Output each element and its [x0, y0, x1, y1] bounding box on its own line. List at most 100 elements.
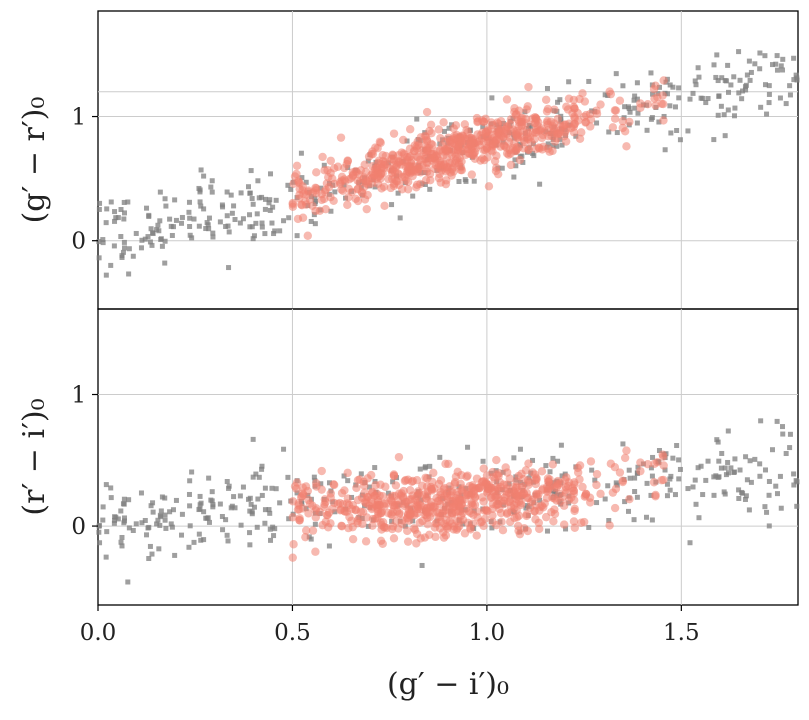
data-point-selected	[450, 159, 460, 168]
data-point-all	[725, 428, 731, 434]
data-point-selected	[569, 486, 578, 496]
data-point-selected	[618, 116, 627, 126]
data-point-all	[273, 486, 279, 492]
data-point-all	[620, 441, 626, 447]
data-point-all	[626, 467, 632, 473]
data-point-all	[197, 506, 203, 512]
top-y-axis-label: (g′ − r′)₀	[17, 97, 52, 224]
data-point-selected	[311, 506, 320, 515]
data-point-all	[220, 204, 226, 210]
data-point-selected	[523, 128, 533, 138]
data-point-all	[437, 454, 443, 460]
data-point-all	[308, 536, 314, 542]
top-grid	[98, 11, 798, 309]
data-point-all	[783, 101, 789, 107]
data-point-all	[228, 192, 234, 198]
data-point-selected	[625, 495, 634, 504]
data-point-all	[150, 231, 156, 237]
data-point-selected	[320, 500, 329, 509]
data-point-all	[620, 83, 626, 89]
data-point-selected	[502, 95, 512, 104]
data-point-all	[203, 226, 209, 232]
data-point-all	[677, 466, 683, 472]
data-point-selected	[340, 507, 350, 516]
data-point-selected	[564, 94, 574, 103]
data-point-all	[250, 436, 256, 442]
data-point-all	[96, 239, 102, 245]
data-point-all	[614, 130, 620, 136]
data-point-all	[96, 529, 102, 535]
data-point-selected	[434, 125, 444, 134]
data-point-selected	[308, 526, 318, 535]
data-point-selected	[428, 477, 437, 487]
data-point-all	[726, 89, 732, 95]
data-point-selected	[388, 507, 397, 517]
data-point-selected	[328, 504, 337, 513]
data-point-selected	[311, 206, 320, 216]
data-point-all	[298, 150, 304, 156]
data-point-all	[513, 163, 519, 169]
data-point-all	[154, 521, 160, 527]
data-point-all	[196, 531, 202, 537]
data-point-all	[155, 517, 161, 523]
data-point-all	[764, 509, 770, 515]
data-point-selected	[451, 121, 461, 130]
data-point-all	[210, 230, 216, 236]
data-point-all	[586, 524, 592, 530]
data-point-selected	[457, 470, 466, 480]
data-point-selected	[615, 468, 625, 477]
data-point-all	[142, 517, 148, 523]
data-point-all	[163, 525, 169, 531]
data-point-selected	[547, 508, 556, 517]
data-point-all	[232, 217, 238, 223]
data-point-all	[219, 513, 225, 519]
data-point-selected	[431, 160, 440, 169]
data-point-all	[119, 534, 125, 540]
data-point-selected	[506, 115, 516, 124]
data-point-all	[103, 272, 109, 278]
data-point-all	[308, 218, 314, 224]
data-point-all	[163, 203, 169, 209]
data-point-selected	[328, 174, 337, 183]
top-y-ticks: 01	[71, 105, 98, 255]
data-point-selected	[429, 468, 438, 478]
data-point-all	[206, 519, 212, 525]
data-point-selected	[610, 114, 620, 123]
data-point-all	[716, 458, 722, 464]
data-point-all	[742, 496, 748, 502]
data-point-all	[667, 103, 673, 109]
data-point-selected	[389, 129, 399, 138]
data-point-all	[743, 87, 749, 93]
data-point-all	[748, 69, 754, 75]
y-tick-label: 1	[71, 105, 86, 131]
data-point-selected	[467, 170, 477, 179]
data-point-all	[676, 95, 682, 101]
data-point-all	[456, 178, 462, 184]
data-point-all	[716, 474, 722, 480]
data-point-all	[312, 198, 318, 204]
data-point-all	[121, 515, 127, 521]
data-point-all	[589, 467, 595, 473]
data-point-all	[648, 465, 654, 471]
data-point-all	[793, 72, 799, 78]
data-point-all	[108, 485, 114, 491]
data-point-selected	[329, 164, 339, 173]
data-point-all	[100, 504, 106, 510]
data-point-all	[736, 49, 742, 55]
data-point-all	[157, 218, 163, 224]
data-point-all	[139, 520, 145, 526]
data-point-all	[281, 446, 287, 452]
data-point-all	[711, 474, 717, 480]
data-point-all	[698, 95, 704, 101]
data-point-selected	[556, 497, 565, 506]
data-point-all	[530, 457, 536, 463]
data-point-all	[667, 82, 673, 88]
data-point-all	[285, 182, 291, 188]
data-point-all	[662, 147, 668, 153]
data-point-all	[245, 184, 251, 190]
data-point-selected	[370, 491, 379, 501]
data-point-all	[632, 105, 638, 111]
data-point-selected	[542, 493, 552, 503]
data-point-selected	[483, 486, 493, 496]
data-point-all	[155, 222, 161, 228]
